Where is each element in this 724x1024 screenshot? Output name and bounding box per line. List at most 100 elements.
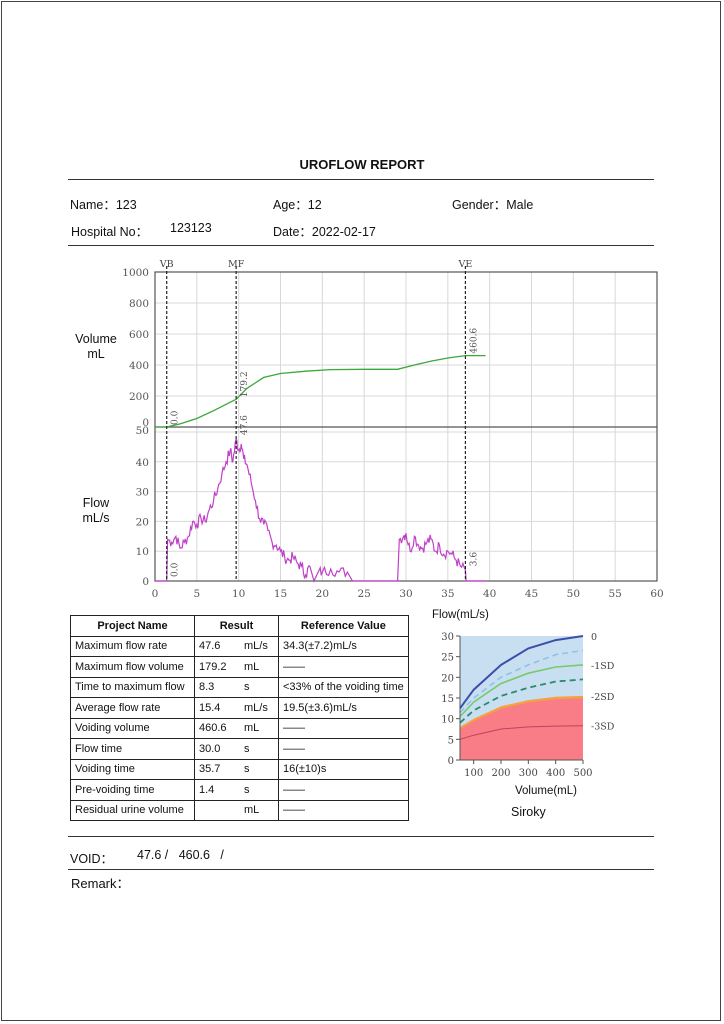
svg-text:300: 300	[519, 768, 538, 779]
svg-text:10: 10	[441, 715, 454, 726]
svg-text:0.0: 0.0	[171, 410, 181, 425]
table-row: Voiding volume 460.6 mL ——	[70, 717, 409, 739]
svg-text:0: 0	[152, 588, 159, 600]
col-project-name: Project Name	[70, 615, 195, 637]
row-unit: mL	[240, 717, 279, 739]
row-reference: 16(±10)s	[278, 758, 409, 780]
row-name: Time to maximum flow	[70, 676, 195, 698]
row-unit: mL/s	[240, 697, 279, 719]
sd-label: -1SD	[591, 661, 615, 672]
svg-text:1000: 1000	[122, 267, 149, 279]
svg-text:30: 30	[441, 632, 454, 643]
svg-text:200: 200	[491, 768, 510, 779]
row-name: Pre-voiding time	[70, 779, 195, 801]
siroky-curve	[459, 635, 584, 709]
svg-text:50: 50	[136, 425, 149, 437]
remark-label: Remark：	[71, 876, 130, 891]
row-name: Residual urine volume	[70, 799, 195, 821]
svg-text:15: 15	[274, 588, 287, 600]
table-row: Pre-voiding time 1.4 s ——	[70, 779, 409, 801]
svg-text:5: 5	[193, 588, 200, 600]
results-table: Project Name Result Reference Value Maxi…	[70, 615, 409, 821]
svg-text:47.6: 47.6	[240, 415, 250, 435]
row-reference: ——	[278, 738, 409, 760]
col-reference: Reference Value	[278, 615, 409, 637]
row-reference: ——	[278, 799, 409, 821]
divider	[68, 836, 654, 837]
row-value: 35.7	[194, 758, 240, 780]
flow-curve	[155, 437, 486, 583]
svg-text:30: 30	[399, 588, 412, 600]
svg-text:20: 20	[316, 588, 329, 600]
svg-text:500: 500	[573, 768, 592, 779]
table-header-row: Project Name Result Reference Value	[70, 615, 409, 637]
row-name: Maximum flow rate	[70, 635, 195, 657]
svg-text:0: 0	[448, 756, 454, 767]
svg-text:179.2: 179.2	[240, 371, 250, 397]
table-row: Residual urine volume mL ——	[70, 799, 409, 821]
svg-text:0: 0	[142, 417, 149, 429]
svg-text:35: 35	[441, 588, 454, 600]
age-field: Age：12	[273, 198, 322, 212]
row-name: Voiding time	[70, 758, 195, 780]
row-unit: s	[240, 738, 279, 760]
siroky-xlabel: Volume(mL)	[515, 785, 577, 797]
svg-text:100: 100	[464, 768, 483, 779]
svg-text:800: 800	[129, 298, 149, 310]
svg-text:30: 30	[136, 487, 149, 499]
svg-text:0: 0	[142, 576, 149, 588]
row-value: 460.6	[194, 717, 240, 739]
svg-text:400: 400	[546, 768, 565, 779]
siroky-curve	[459, 725, 584, 740]
siroky-curve	[459, 664, 584, 718]
svg-text:460.6: 460.6	[469, 328, 479, 354]
svg-text:3.6: 3.6	[469, 552, 479, 567]
marker-ve-label: VE	[458, 259, 473, 270]
row-value: 15.4	[194, 697, 240, 719]
volume-axis-label: Volume mL	[75, 332, 117, 361]
row-value: 47.6	[194, 635, 240, 657]
row-value: 8.3	[194, 676, 240, 698]
report-title: UROFLOW REPORT	[299, 157, 425, 172]
row-unit: s	[240, 779, 279, 801]
name-field: Name：123	[70, 198, 137, 212]
svg-text:10: 10	[232, 588, 245, 600]
void-value: 47.6 / 460.6 /	[137, 848, 224, 862]
svg-text:45: 45	[525, 588, 538, 600]
svg-text:400: 400	[129, 360, 149, 372]
divider	[68, 179, 654, 180]
col-result: Result	[194, 615, 279, 637]
row-name: Maximum flow volume	[70, 656, 195, 678]
row-reference: ——	[278, 779, 409, 801]
siroky-curve	[459, 678, 584, 724]
table-row: Time to maximum flow 8.3 s <33% of the void…	[70, 676, 409, 698]
siroky-ylabel: Flow(mL/s)	[432, 609, 489, 621]
row-name: Average flow rate	[70, 697, 195, 719]
svg-text:40: 40	[136, 457, 149, 469]
marker-vb-label: VB	[159, 259, 174, 270]
row-reference: <33% of the voiding time	[278, 676, 409, 698]
marker-mf-label: MF	[228, 259, 245, 270]
svg-text:200: 200	[129, 391, 149, 403]
svg-text:55: 55	[608, 588, 621, 600]
svg-text:10: 10	[136, 546, 149, 558]
svg-text:40: 40	[483, 588, 496, 600]
table-row: Flow time 30.0 s ——	[70, 738, 409, 760]
row-value: 30.0	[194, 738, 240, 760]
svg-text:20: 20	[441, 673, 454, 684]
row-value: 1.4	[194, 779, 240, 801]
row-name: Voiding volume	[70, 717, 195, 739]
divider	[68, 869, 654, 870]
flow-axis-label: Flow mL/s	[82, 496, 110, 525]
uroflow-chart: 0 5 10 15 20 25 30 35 40 45 50 55 600200400600800100…	[122, 259, 663, 600]
hospital-no: 123123	[170, 221, 212, 235]
row-reference: ——	[278, 717, 409, 739]
svg-text:60: 60	[650, 588, 663, 600]
svg-text:50: 50	[567, 588, 580, 600]
svg-text:25: 25	[441, 653, 454, 664]
divider	[68, 245, 654, 246]
gender-field: Gender：Male	[452, 198, 534, 212]
siroky-chart: 0 5 10 15 20 25 30 100 200 300 400 500 0 -1SD -2SD -3SD	[441, 632, 615, 779]
table-row: Voiding time 35.7 s 16(±10)s	[70, 758, 409, 780]
siroky-title: Siroky	[511, 805, 546, 819]
